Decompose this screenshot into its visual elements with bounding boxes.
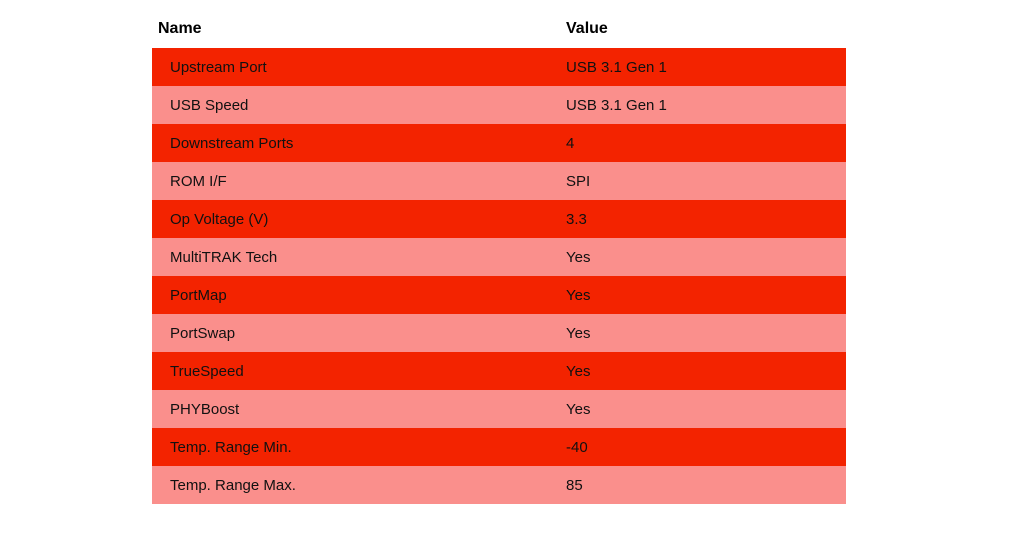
row-name: Downstream Ports	[170, 134, 294, 152]
row-value: 3.3	[566, 210, 587, 228]
column-header-value: Value	[566, 20, 608, 37]
table-row: Temp. Range Max. 85	[152, 466, 846, 504]
table-row: PHYBoost Yes	[152, 390, 846, 428]
row-name: TrueSpeed	[170, 362, 244, 380]
table-row: Upstream Port USB 3.1 Gen 1	[152, 48, 846, 86]
table-row: USB Speed USB 3.1 Gen 1	[152, 86, 846, 124]
row-value: SPI	[566, 172, 591, 190]
table-row: MultiTRAK Tech Yes	[152, 238, 846, 276]
table-row: ROM I/F SPI	[152, 162, 846, 200]
row-name: ROM I/F	[170, 172, 227, 190]
row-name: PortMap	[170, 286, 227, 304]
table-row: Op Voltage (V) 3.3	[152, 200, 846, 238]
row-value: 85	[566, 476, 583, 494]
row-value: -40	[566, 438, 588, 456]
row-name: Op Voltage (V)	[170, 210, 269, 228]
row-name: Temp. Range Max.	[170, 476, 296, 494]
row-value: Yes	[566, 324, 591, 342]
column-header-name: Name	[158, 20, 202, 37]
row-name: PortSwap	[170, 324, 236, 342]
row-name: Temp. Range Min.	[170, 438, 292, 456]
row-value: Yes	[566, 248, 591, 266]
row-value: Yes	[566, 400, 591, 418]
table-row: PortMap Yes	[152, 276, 846, 314]
row-value: Yes	[566, 286, 591, 304]
row-value: USB 3.1 Gen 1	[566, 96, 667, 114]
table-row: TrueSpeed Yes	[152, 352, 846, 390]
spec-table: Name Value Upstream Port USB 3.1 Gen 1 U…	[152, 10, 846, 504]
row-name: PHYBoost	[170, 400, 240, 418]
table-row: Downstream Ports 4	[152, 124, 846, 162]
row-value: USB 3.1 Gen 1	[566, 58, 667, 76]
table-row: Temp. Range Min. -40	[152, 428, 846, 466]
row-value: Yes	[566, 362, 591, 380]
row-name: USB Speed	[170, 96, 249, 114]
table-header-row: Name Value	[152, 10, 846, 48]
row-name: Upstream Port	[170, 58, 267, 76]
row-value: 4	[566, 134, 575, 152]
row-name: MultiTRAK Tech	[170, 248, 278, 266]
table-row: PortSwap Yes	[152, 314, 846, 352]
table-body: Upstream Port USB 3.1 Gen 1 USB Speed US…	[152, 48, 846, 504]
